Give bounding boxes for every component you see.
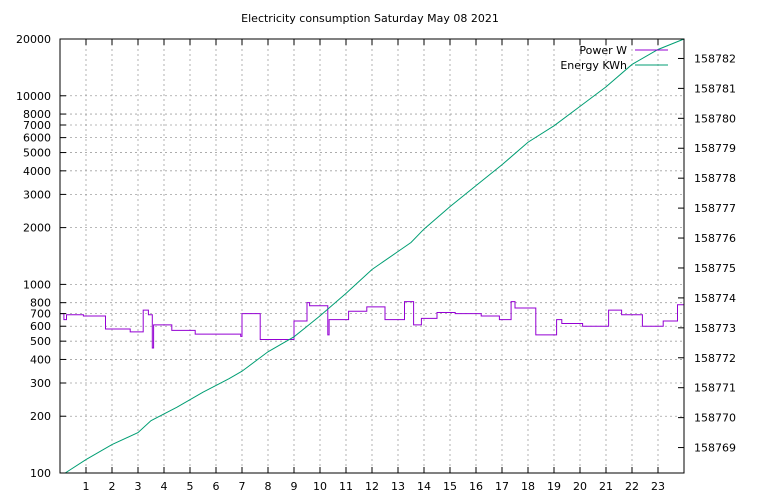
y2-tick-label: 158773	[694, 322, 736, 335]
y2-tick-label: 158777	[694, 202, 736, 215]
x-tick-label: 13	[391, 480, 405, 493]
x-tick-label: 3	[135, 480, 142, 493]
x-tick-label: 23	[651, 480, 665, 493]
x-tick-label: 12	[365, 480, 379, 493]
grid	[60, 38, 684, 474]
legend-label: Energy KWh	[560, 59, 627, 72]
y-tick-label: 6000	[23, 132, 51, 145]
x-tick-label: 14	[417, 480, 431, 493]
x-tick-label: 1	[83, 480, 90, 493]
y2-tick-label: 158775	[694, 262, 736, 275]
y2-tick-label: 158771	[694, 382, 736, 395]
x-tick-label: 17	[495, 480, 509, 493]
y2-tick-label: 158769	[694, 442, 736, 455]
y2-tick-label: 158778	[694, 172, 736, 185]
x-tick-label: 11	[339, 480, 353, 493]
x-tick-label: 9	[291, 480, 298, 493]
x-tick-label: 20	[573, 480, 587, 493]
y-tick-label: 600	[30, 320, 51, 333]
y-tick-label: 2000	[23, 222, 51, 235]
y2-tick-label: 158782	[694, 52, 736, 65]
y2-tick-label: 158781	[694, 82, 736, 95]
y-tick-label: 5000	[23, 147, 51, 160]
y2-tick-label: 158776	[694, 232, 736, 245]
legend: Power W Energy KWh	[560, 44, 668, 72]
y-tick-label: 4000	[23, 165, 51, 178]
x-tick-label: 21	[599, 480, 613, 493]
series-layer	[60, 38, 685, 474]
y2-tick-label: 158780	[694, 112, 736, 125]
y-tick-label: 3000	[23, 188, 51, 201]
y-tick-label: 10000	[16, 90, 51, 103]
legend-label: Power W	[579, 44, 627, 57]
y-tick-label: 700	[30, 308, 51, 321]
y2-tick-label: 158774	[694, 292, 736, 305]
x-axis: 1 2 3 4 5 6 7 8 9 10 11 12 13 14 15 16 17 18 19 20 21 22 23	[83, 39, 665, 493]
x-tick-label: 8	[265, 480, 272, 493]
x-tick-label: 10	[313, 480, 327, 493]
chart-title: Electricity consumption Saturday May 08 …	[241, 12, 499, 25]
y-tick-label: 400	[30, 353, 51, 366]
y-tick-label: 800	[30, 297, 51, 310]
y2-tick-label: 158772	[694, 352, 736, 365]
x-tick-label: 2	[109, 480, 116, 493]
x-tick-label: 7	[239, 480, 246, 493]
x-tick-label: 15	[443, 480, 457, 493]
y-tick-label: 300	[30, 377, 51, 390]
y-tick-label: 8000	[23, 108, 51, 121]
x-tick-label: 16	[469, 480, 483, 493]
y-tick-label: 500	[30, 335, 51, 348]
x-tick-label: 6	[213, 480, 220, 493]
series-line-0	[60, 301, 684, 349]
x-tick-label: 18	[521, 480, 535, 493]
y-axis-right: 158769 158770 158771 158772 158773 158774 1587…	[678, 52, 736, 455]
x-tick-label: 22	[625, 480, 639, 493]
x-tick-label: 5	[187, 480, 194, 493]
x-tick-label: 19	[547, 480, 561, 493]
y2-tick-label: 158770	[694, 412, 736, 425]
y2-tick-label: 158779	[694, 142, 736, 155]
y-tick-label: 20000	[16, 33, 51, 46]
y-tick-label: 1000	[23, 278, 51, 291]
series-line-1	[64, 38, 685, 474]
y-tick-label: 200	[30, 410, 51, 423]
x-tick-label: 4	[161, 480, 168, 493]
y-tick-label: 100	[30, 467, 51, 480]
y-tick-label: 7000	[23, 119, 51, 132]
